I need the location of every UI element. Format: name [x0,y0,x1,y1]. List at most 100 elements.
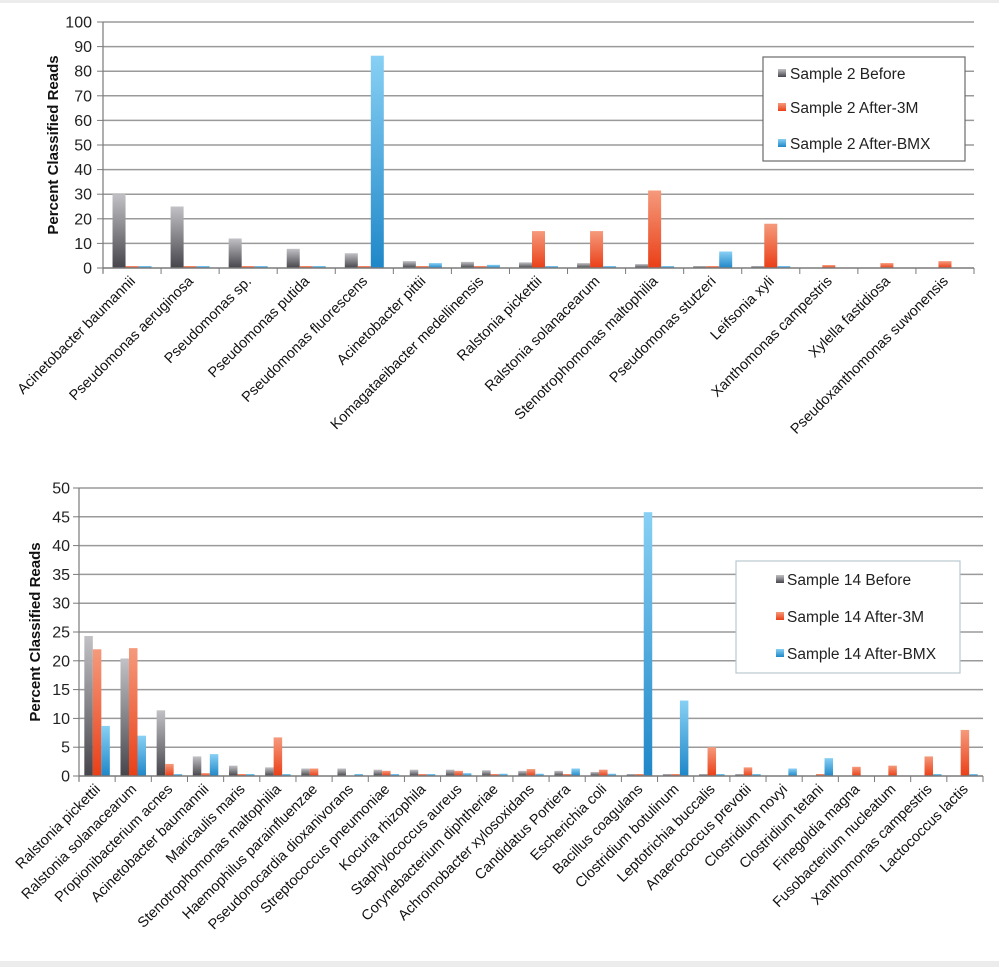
y-axis-label: Percent Classified Reads [27,542,44,721]
y-tick-label: 0 [83,261,92,278]
bar-afterbmx [137,735,146,776]
bar-afterbmx [661,266,675,268]
x-tick-label: Pseudomonas stutzeri [607,274,720,387]
bar-before [228,765,238,776]
bar-before [445,769,455,776]
bar-after3m [880,263,894,268]
bar-before [337,768,346,776]
x-tick-label: Ralstonia solanacearum [482,274,603,395]
legend-label: Sample 14 After-3M [787,609,924,626]
bar-afterbmx [245,774,255,776]
bar-after3m [671,774,680,776]
bar-after3m [299,266,313,268]
bar-after3m [924,756,934,776]
axes [97,21,975,274]
bar-before [554,770,563,776]
bar-afterbmx [643,512,653,776]
legend: Sample 2 Before Sample 2 After-3M Sample 2… [762,56,966,162]
bar-after3m [743,767,753,776]
bar-afterbmx [545,266,558,268]
bar-before [626,774,636,776]
legend-label: Sample 2 After-3M [790,100,918,117]
x-tick-label: Xanthomonas campestris [709,274,836,401]
bar-afterbmx [486,264,500,268]
bar-afterbmx [535,773,544,776]
bar-after3m [241,266,255,268]
legend-swatch-after3m [778,103,786,111]
bar-after3m [822,265,836,268]
y-tick-label: 25 [52,625,70,642]
bar-afterbmx [603,266,617,268]
y-tick-labels: 0 10 20 30 40 50 60 70 80 90 100 [65,15,92,278]
bar-afterbmx [716,774,725,776]
bar-after3m [454,770,463,776]
bar-after3m [418,774,427,776]
bar-after3m [128,648,138,776]
bar-after3m [273,737,283,776]
bar-afterbmx [933,774,942,776]
bar-after3m [165,763,174,776]
x-tick-label: Acinetobacter baumannii [15,274,139,398]
bar-afterbmx [354,774,363,776]
bar-before [228,238,242,268]
bar-after3m [888,765,897,776]
y-tick-label: 60 [74,113,92,130]
bar-before [751,266,765,268]
legend-swatch-before [776,575,784,583]
chart-sample-14: 0 5 10 15 20 25 30 35 40 45 50 Ralstonia pickettii… [13,481,984,933]
bar-afterbmx [824,758,834,776]
y-tick-label: 50 [52,481,70,498]
bar-before [84,636,93,776]
bar-afterbmx [788,768,797,776]
y-tick-label: 50 [74,138,92,155]
y-tick-label: 10 [74,236,92,253]
y-tick-label: 15 [52,682,70,699]
legend-label: Sample 2 After-BMX [790,136,931,153]
bar-before [693,266,707,268]
y-tick-label: 100 [65,15,92,32]
legend-box [735,560,961,674]
bar-after3m [648,190,662,268]
bar-after3m [635,774,644,776]
bar-before [460,261,474,268]
bar-after3m [852,766,861,776]
bar-before [635,264,649,268]
bar-after3m [201,773,210,776]
legend-label: Sample 14 Before [787,572,911,589]
y-tick-label: 5 [61,740,70,757]
bar-after3m [473,266,487,268]
bar-afterbmx [370,55,384,269]
bar-before [373,769,383,776]
bar-before [699,774,708,776]
bottom-border [0,961,999,967]
bar-after3m [490,774,500,776]
bar-after3m [960,729,970,776]
bar-before [735,774,744,776]
bar-after3m [357,266,371,268]
bar-before [482,770,491,776]
bar-afterbmx [138,266,152,268]
bar-before [120,658,129,776]
bar-after3m [382,770,391,776]
y-tick-label: 40 [74,162,92,179]
bar-before [286,248,300,268]
legend-box [762,56,966,162]
bar-before [301,768,310,776]
y-tick-label: 30 [74,187,92,204]
bar-afterbmx [428,263,442,268]
bar-before [590,771,600,776]
bar-after3m [706,266,720,268]
bar-before [156,710,166,776]
y-tick-label: 40 [52,538,70,555]
y-tick-label: 45 [52,509,70,526]
legend: Sample 14 Before Sample 14 After-3M Sample… [735,560,961,674]
bar-before [265,767,274,776]
bar-afterbmx [571,768,580,776]
bar-before [112,194,126,268]
bar-before [402,261,416,268]
legend-label: Sample 14 After-BMX [787,646,937,663]
bar-afterbmx [254,266,268,268]
bar-afterbmx [719,251,733,268]
bar-after3m [532,231,545,268]
